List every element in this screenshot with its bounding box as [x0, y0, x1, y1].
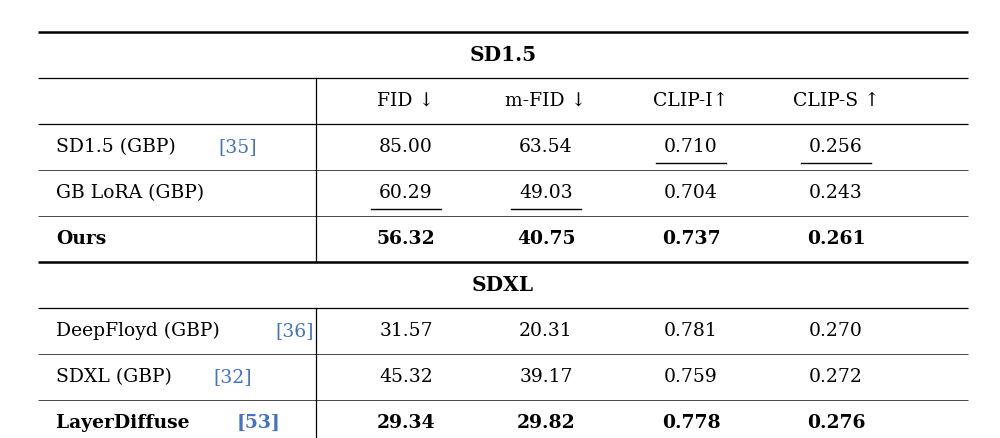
Text: 0.737: 0.737: [662, 230, 720, 248]
Text: LayerDiffuse: LayerDiffuse: [56, 414, 196, 432]
Text: Ours: Ours: [56, 230, 106, 248]
Text: 39.17: 39.17: [519, 368, 573, 386]
Text: 0.781: 0.781: [664, 322, 718, 340]
Text: 0.272: 0.272: [809, 368, 863, 386]
Text: 29.82: 29.82: [517, 414, 575, 432]
Text: SD1.5 (GBP): SD1.5 (GBP): [56, 138, 182, 156]
Text: CLIP-I↑: CLIP-I↑: [653, 92, 729, 110]
Text: SDXL: SDXL: [472, 275, 534, 295]
Text: [53]: [53]: [237, 414, 281, 432]
Text: [32]: [32]: [213, 368, 252, 386]
Text: [35]: [35]: [218, 138, 257, 156]
Text: FID ↓: FID ↓: [377, 92, 435, 110]
Text: 0.243: 0.243: [809, 184, 863, 202]
Text: 49.03: 49.03: [519, 184, 573, 202]
Text: 0.710: 0.710: [664, 138, 718, 156]
Text: 85.00: 85.00: [379, 138, 433, 156]
Text: 31.57: 31.57: [379, 322, 433, 340]
Text: 0.256: 0.256: [809, 138, 863, 156]
Text: DeepFloyd (GBP): DeepFloyd (GBP): [56, 322, 226, 340]
Text: CLIP-S ↑: CLIP-S ↑: [793, 92, 879, 110]
Text: 29.34: 29.34: [377, 414, 435, 432]
Text: m-FID ↓: m-FID ↓: [505, 92, 587, 110]
Text: 56.32: 56.32: [377, 230, 435, 248]
Text: 0.276: 0.276: [807, 414, 865, 432]
Text: 0.778: 0.778: [662, 414, 720, 432]
Text: 0.704: 0.704: [664, 184, 718, 202]
Text: 0.270: 0.270: [809, 322, 863, 340]
Text: GB LoRA (GBP): GB LoRA (GBP): [56, 184, 204, 202]
Text: 20.31: 20.31: [519, 322, 573, 340]
Text: SDXL (GBP): SDXL (GBP): [56, 368, 178, 386]
Text: 63.54: 63.54: [519, 138, 573, 156]
Text: 0.759: 0.759: [664, 368, 718, 386]
Text: SD1.5: SD1.5: [469, 45, 537, 65]
Text: 40.75: 40.75: [517, 230, 575, 248]
Text: 0.261: 0.261: [807, 230, 865, 248]
Text: 60.29: 60.29: [379, 184, 433, 202]
Text: 45.32: 45.32: [379, 368, 433, 386]
Text: [36]: [36]: [275, 322, 314, 340]
